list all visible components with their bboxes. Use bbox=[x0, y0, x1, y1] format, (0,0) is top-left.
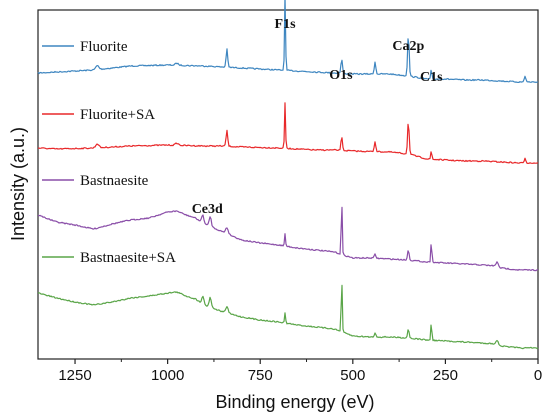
peak-label-f1s: F1s bbox=[275, 17, 297, 32]
peak-label-ca2p: Ca2p bbox=[392, 39, 424, 54]
x-tick-label-0: 0 bbox=[534, 367, 542, 384]
x-tick-label-1250: 1250 bbox=[58, 367, 91, 384]
series-line-4 bbox=[37, 284, 539, 350]
y-axis-title: Intensity (a.u.) bbox=[8, 127, 28, 241]
x-axis-title: Binding energy (eV) bbox=[215, 392, 374, 412]
legend: Fluorite Fluorite+SA Bastnaesite Bastnaesit… bbox=[42, 39, 176, 266]
x-axis-ticks: 1250 1000 750 500 250 0 bbox=[58, 359, 542, 384]
x-tick-label-250: 250 bbox=[433, 367, 458, 384]
peak-label-o1s: O1s bbox=[329, 68, 353, 83]
series-line-2 bbox=[38, 102, 539, 164]
legend-label-4: Bastnaesite+SA bbox=[80, 250, 176, 266]
x-tick-label-1000: 1000 bbox=[151, 367, 184, 384]
series-layer bbox=[37, 0, 539, 350]
peak-label-ce3d: Ce3d bbox=[192, 202, 223, 217]
peak-annotations: F1s O1s Ca2p C1s Ce3d bbox=[192, 17, 443, 217]
series-line-3 bbox=[37, 206, 539, 272]
x-tick-label-750: 750 bbox=[248, 367, 273, 384]
series-line-1 bbox=[37, 0, 539, 84]
x-tick-label-500: 500 bbox=[340, 367, 365, 384]
peak-label-c1s: C1s bbox=[420, 70, 443, 85]
legend-label-3: Bastnaesite bbox=[80, 173, 149, 189]
plot-frame bbox=[37, 9, 539, 360]
legend-label-1: Fluorite bbox=[80, 39, 128, 55]
legend-label-2: Fluorite+SA bbox=[80, 107, 155, 123]
